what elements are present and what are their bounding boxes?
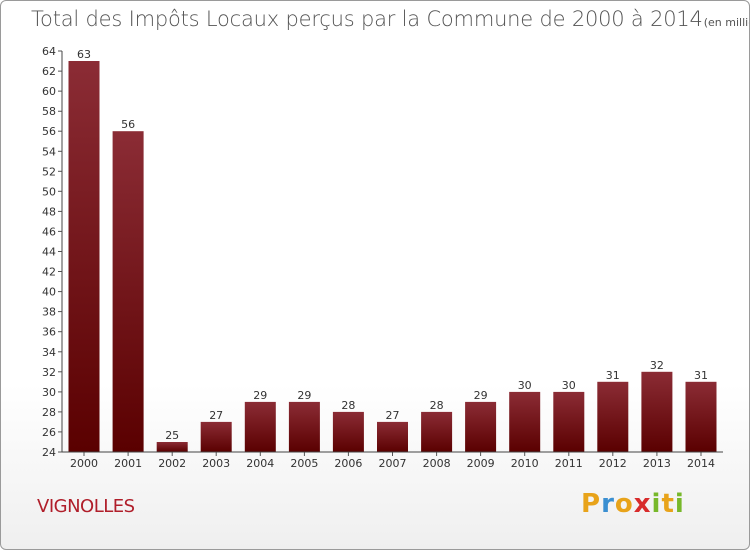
- y-tick-label-40: 40: [42, 286, 56, 299]
- x-tick-label-2000: 2000: [70, 457, 98, 470]
- y-tick-label-56: 56: [42, 125, 56, 138]
- logo-letter: r: [601, 489, 615, 519]
- chart-title-text: Total des Impôts Locaux perçus par la Co…: [31, 7, 703, 31]
- chart-unit-note: (en milliers d'€): [703, 16, 749, 29]
- y-tick-label-62: 62: [42, 65, 56, 78]
- y-tick-label-34: 34: [42, 346, 56, 359]
- bar-2000: [68, 61, 100, 452]
- x-tick-label-2008: 2008: [423, 457, 451, 470]
- y-tick-label-64: 64: [42, 45, 56, 58]
- bar-2003: [200, 421, 232, 452]
- x-tick-label-2013: 2013: [643, 457, 671, 470]
- y-tick-label-60: 60: [42, 85, 56, 98]
- value-label-2003: 27: [209, 409, 223, 422]
- x-tick-label-2009: 2009: [467, 457, 495, 470]
- value-label-2011: 30: [562, 379, 576, 392]
- bar-2004: [244, 401, 276, 452]
- axes-layer: 2000 2001 2002 2003 2004 2005 2006 2007 2008 2009…: [42, 45, 723, 470]
- value-label-2004: 29: [253, 389, 267, 402]
- bar-2013: [641, 371, 673, 452]
- value-label-2008: 28: [430, 399, 444, 412]
- x-tick-label-2003: 2003: [202, 457, 230, 470]
- value-label-2001: 56: [121, 118, 135, 131]
- y-tick-label-32: 32: [42, 366, 56, 379]
- y-tick-label-24: 24: [42, 446, 56, 459]
- proxiti-logo: Proxiti: [581, 489, 685, 519]
- bar-2014: [685, 381, 717, 452]
- bar-2006: [332, 411, 364, 452]
- y-tick-label-36: 36: [42, 326, 56, 339]
- logo-letter: P: [581, 489, 602, 519]
- y-tick-label-46: 46: [42, 225, 56, 238]
- x-tick-label-2012: 2012: [599, 457, 627, 470]
- bar-2005: [288, 401, 320, 452]
- value-label-2000: 63: [77, 48, 91, 61]
- x-tick-label-2005: 2005: [290, 457, 318, 470]
- chart-title: Total des Impôts Locaux perçus par la Co…: [31, 7, 749, 31]
- bar-2007: [377, 421, 408, 452]
- y-tick-label-50: 50: [42, 185, 56, 198]
- value-label-2012: 31: [606, 369, 620, 382]
- bar-2011: [553, 391, 585, 452]
- logo-letter: t: [661, 489, 675, 519]
- value-label-2009: 29: [474, 389, 488, 402]
- bar-2010: [509, 391, 541, 452]
- y-tick-label-44: 44: [42, 246, 56, 259]
- x-tick-label-2001: 2001: [114, 457, 142, 470]
- bar-2008: [421, 411, 453, 452]
- y-tick-label-48: 48: [42, 205, 56, 218]
- x-tick-label-2010: 2010: [511, 457, 539, 470]
- y-tick-label-54: 54: [42, 145, 56, 158]
- bars-layer: 63 56 25 27 29 29 28 27 28 29 30 30 31 32 31: [68, 48, 717, 452]
- value-label-2005: 29: [297, 389, 311, 402]
- x-tick-label-2002: 2002: [158, 457, 186, 470]
- x-tick-label-2011: 2011: [555, 457, 583, 470]
- y-tick-label-28: 28: [42, 406, 56, 419]
- logo-letter: x: [633, 489, 652, 519]
- bar-2001: [112, 131, 144, 452]
- value-label-2006: 28: [341, 399, 355, 412]
- bar-2009: [465, 401, 497, 452]
- value-label-2010: 30: [518, 379, 532, 392]
- x-tick-label-2004: 2004: [246, 457, 274, 470]
- y-tick-label-42: 42: [42, 266, 56, 279]
- value-label-2007: 27: [386, 409, 400, 422]
- value-label-2013: 32: [650, 359, 664, 372]
- x-tick-label-2006: 2006: [334, 457, 362, 470]
- logo-letter: i: [674, 489, 685, 519]
- value-label-2002: 25: [165, 429, 179, 442]
- commune-name: VIGNOLLES: [37, 496, 135, 517]
- y-tick-label-38: 38: [42, 306, 56, 319]
- y-tick-label-26: 26: [42, 426, 56, 439]
- value-label-2014: 31: [694, 369, 708, 382]
- y-tick-label-58: 58: [42, 105, 56, 118]
- x-tick-label-2014: 2014: [687, 457, 715, 470]
- y-tick-label-52: 52: [42, 165, 56, 178]
- logo-letter: i: [651, 489, 662, 519]
- bar-2012: [597, 381, 629, 452]
- logo-letter: o: [614, 489, 634, 519]
- y-tick-label-30: 30: [42, 386, 56, 399]
- bar-2002: [156, 442, 188, 452]
- x-tick-label-2007: 2007: [379, 457, 407, 470]
